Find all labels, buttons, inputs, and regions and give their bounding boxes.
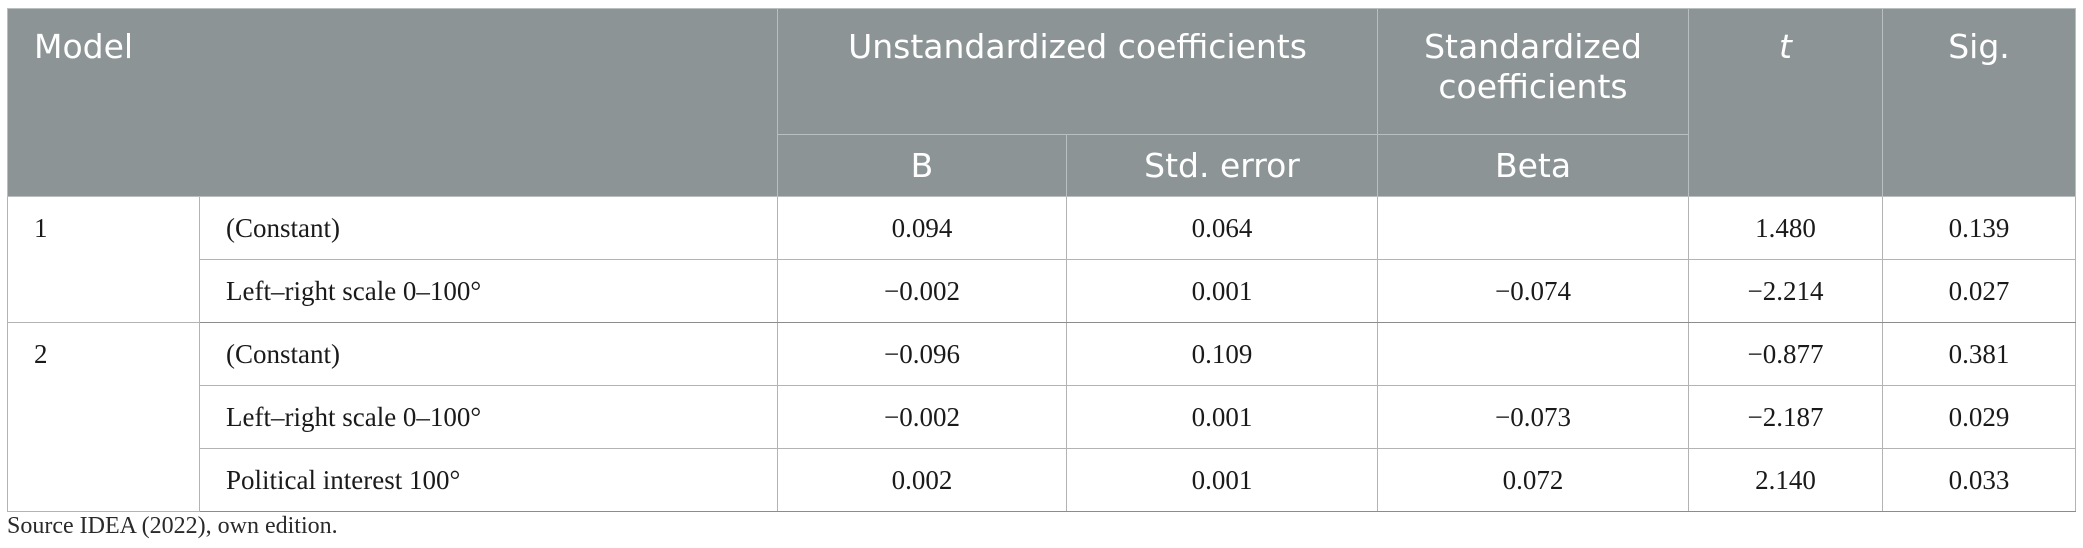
b-cell: −0.002 [777,385,1067,449]
beta-cell [1377,322,1689,386]
regression-table-container: Model Unstandardized coefficients Standa… [7,8,2076,512]
b-cell: 0.094 [777,196,1067,260]
sig-cell: 0.033 [1882,448,2076,512]
header-standardized-line1: Standardized [1424,27,1642,66]
beta-cell: −0.073 [1377,385,1689,449]
regression-table: Model Unstandardized coefficients Standa… [7,8,2076,512]
b-cell: −0.002 [777,259,1067,323]
table-footnote: Source IDEA (2022), own edition. [7,513,338,539]
sig-cell: 0.029 [1882,385,2076,449]
header-sig: Sig. [1882,8,2076,197]
beta-cell: −0.074 [1377,259,1689,323]
table-row: Left–right scale 0–100° −0.002 0.001 −0.… [8,259,2076,323]
header-t-label: t [1779,27,1792,66]
b-cell: 0.002 [777,448,1067,512]
se-cell: 0.001 [1066,448,1378,512]
se-cell: 0.001 [1066,259,1378,323]
sig-cell: 0.027 [1882,259,2076,323]
table-row: Left–right scale 0–100° −0.002 0.001 −0.… [8,385,2076,449]
table-body: 1 (Constant) 0.094 0.064 1.480 0.139 Lef… [7,196,2076,512]
table-header: Model Unstandardized coefficients Standa… [7,8,2076,197]
variable-cell: (Constant) [199,322,778,386]
variable-cell: (Constant) [199,196,778,260]
header-standardized-line2: coefficients [1438,67,1628,106]
variable-cell: Left–right scale 0–100° [199,259,778,323]
beta-cell: 0.072 [1377,448,1689,512]
sig-cell: 0.139 [1882,196,2076,260]
se-cell: 0.064 [1066,196,1378,260]
model-label: 1 [7,196,200,323]
table-row: 1 (Constant) 0.094 0.064 1.480 0.139 [7,196,2076,323]
header-standardized: Standardized coefficients [1377,8,1689,135]
beta-cell [1377,196,1689,260]
table-row: 2 (Constant) −0.096 0.109 −0.877 0.381 [7,322,2076,512]
t-cell: −2.214 [1688,259,1883,323]
header-t: t [1688,8,1883,197]
t-cell: −2.187 [1688,385,1883,449]
se-cell: 0.001 [1066,385,1378,449]
t-cell: 2.140 [1688,448,1883,512]
header-b: B [777,134,1067,197]
variable-cell: Political interest 100° [199,448,778,512]
variable-cell: Left–right scale 0–100° [199,385,778,449]
model-label: 2 [7,322,200,512]
table-row: Political interest 100° 0.002 0.001 0.07… [8,448,2076,512]
t-cell: −0.877 [1688,322,1883,386]
header-unstandardized: Unstandardized coefficients [777,8,1378,135]
header-model: Model [7,8,778,197]
sig-cell: 0.381 [1882,322,2076,386]
t-cell: 1.480 [1688,196,1883,260]
b-cell: −0.096 [777,322,1067,386]
se-cell: 0.109 [1066,322,1378,386]
header-beta: Beta [1377,134,1689,197]
header-std-error: Std. error [1066,134,1378,197]
